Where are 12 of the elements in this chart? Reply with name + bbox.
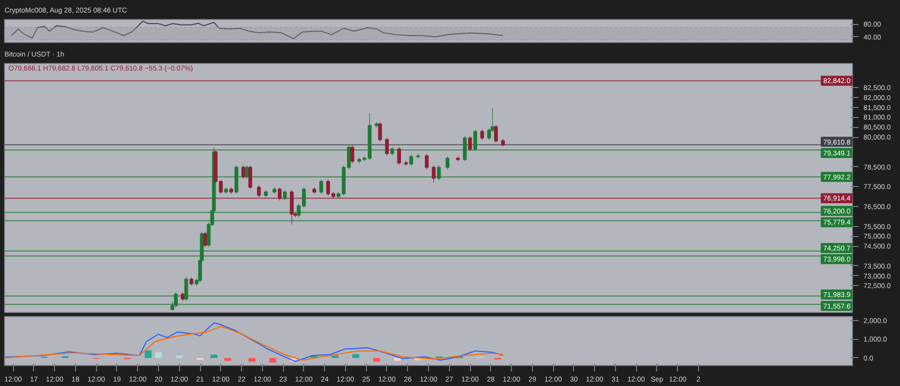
bar <box>373 358 380 362</box>
bar <box>269 358 276 363</box>
bar <box>144 350 152 358</box>
bar <box>248 358 256 362</box>
bar <box>210 354 218 358</box>
bar <box>155 352 162 358</box>
bar <box>332 355 339 358</box>
candlestick <box>404 160 408 166</box>
bar <box>352 354 360 358</box>
bar <box>224 358 232 361</box>
bar <box>394 358 401 361</box>
line-series <box>10 20 504 40</box>
